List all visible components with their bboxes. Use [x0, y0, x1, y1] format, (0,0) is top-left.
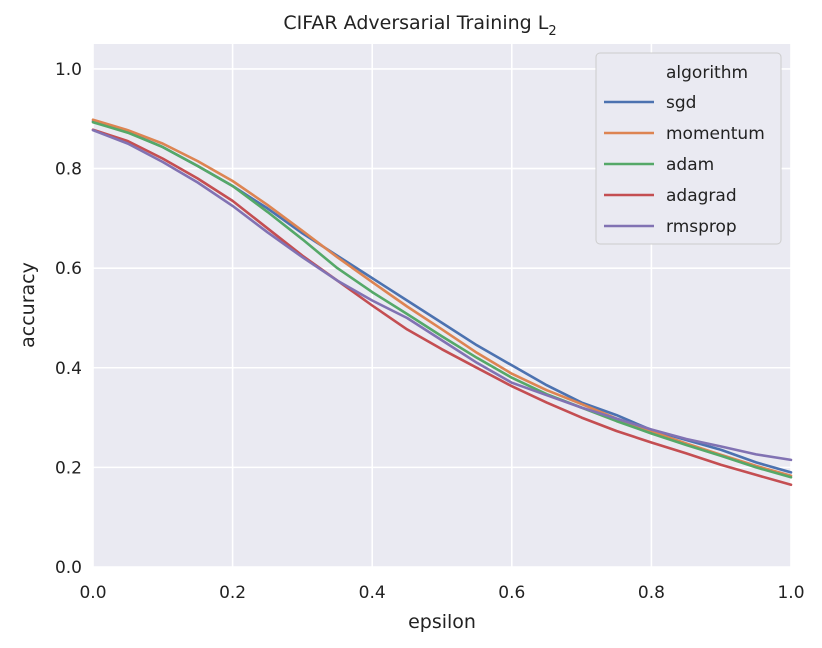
x-tick-label: 0.6	[498, 583, 525, 603]
y-tick-label: 0.0	[55, 558, 82, 578]
legend-label-rmsprop: rmsprop	[666, 217, 737, 237]
series-lines	[91, 118, 793, 487]
series-line-adam	[91, 120, 793, 479]
y-axis-label: accuracy	[17, 262, 39, 348]
legend-label-momentum: momentum	[666, 124, 765, 144]
series-line-momentum	[91, 118, 793, 478]
legend-title: algorithm	[666, 63, 748, 83]
legend-label-adagrad: adagrad	[666, 186, 737, 206]
x-axis-label: epsilon	[408, 611, 476, 633]
chart-title: CIFAR Adversarial Training L2	[283, 12, 556, 39]
x-tick-label: 0.0	[79, 583, 106, 603]
chart-title-text: CIFAR Adversarial Training L	[283, 12, 548, 34]
series-line-rmsprop	[91, 128, 793, 462]
y-tick-label: 0.4	[55, 359, 82, 379]
x-tick-label: 0.4	[359, 583, 386, 603]
series-line-adagrad	[91, 128, 793, 487]
y-tick-label: 0.6	[55, 259, 82, 279]
x-tick-label: 0.2	[219, 583, 246, 603]
legend-label-sgd: sgd	[666, 93, 696, 113]
legend: algorithm sgd momentum adam adagrad rmsprop	[595, 52, 782, 245]
legend-entries: sgd momentum adam adagrad rmsprop	[604, 93, 765, 237]
y-tick-label: 1.0	[55, 60, 82, 80]
legend-label-adam: adam	[666, 155, 714, 175]
x-tick-labels: 0.0 0.2 0.4 0.6 0.8 1.0	[79, 583, 804, 603]
x-tick-label: 0.8	[638, 583, 665, 603]
y-tick-labels: 0.0 0.2 0.4 0.6 0.8 1.0	[55, 60, 82, 578]
y-tick-label: 0.8	[55, 160, 82, 180]
x-tick-label: 1.0	[777, 583, 804, 603]
chart-title-subscript: 2	[548, 24, 556, 39]
y-tick-label: 0.2	[55, 458, 82, 478]
